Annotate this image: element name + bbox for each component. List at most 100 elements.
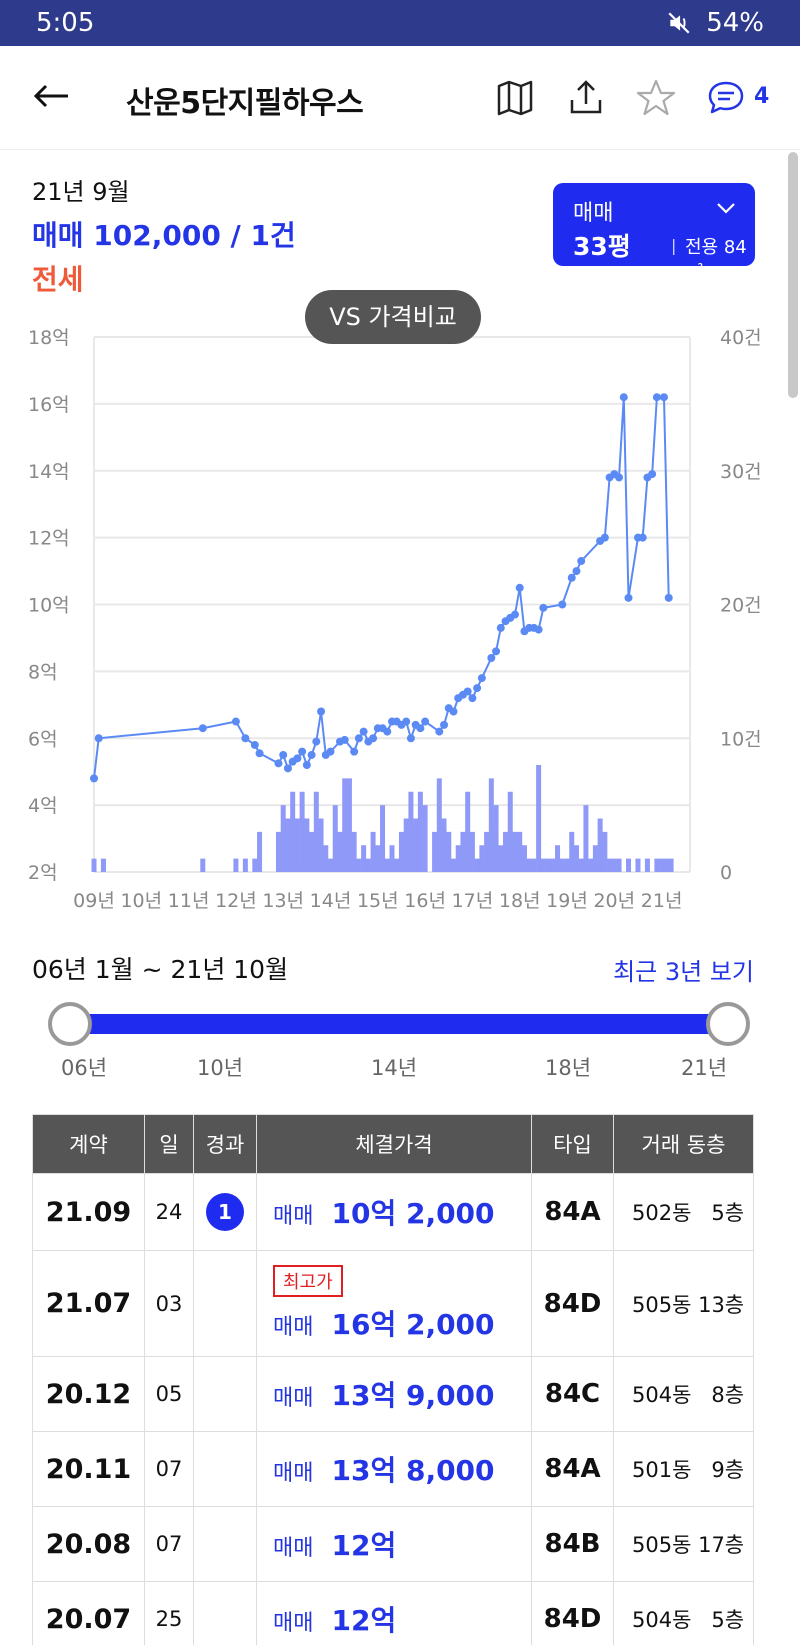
volume-bar bbox=[465, 791, 471, 872]
page-title: 산운5단지필하우스 bbox=[126, 86, 364, 121]
area-type-selector[interactable]: 매매 33평 | 전용 84㎡ bbox=[553, 183, 755, 284]
volume-bar bbox=[233, 858, 239, 872]
volume-bar bbox=[351, 831, 357, 872]
price-point bbox=[94, 734, 103, 743]
period-range-slider[interactable] bbox=[48, 1002, 750, 1046]
volume-bar bbox=[474, 858, 480, 872]
price-point bbox=[279, 750, 288, 759]
volume-bar bbox=[659, 858, 665, 872]
volume-bar bbox=[536, 765, 542, 872]
volume-bar bbox=[517, 831, 523, 872]
range-track[interactable] bbox=[68, 1014, 730, 1034]
volume-bar bbox=[313, 791, 319, 872]
price-point bbox=[534, 625, 543, 634]
volume-bar bbox=[403, 818, 409, 872]
volume-bar bbox=[356, 858, 362, 872]
building-floor: 505동 13층 bbox=[613, 1250, 754, 1357]
scrollbar[interactable] bbox=[786, 150, 800, 400]
price-point bbox=[648, 470, 657, 479]
price-cell: 최고가 매매 16억 2,000 bbox=[256, 1250, 532, 1357]
elapsed-cell bbox=[193, 1506, 257, 1582]
map-icon[interactable] bbox=[495, 78, 535, 118]
table-row[interactable]: 20.12 05 매매 13억 9,000 84C 504동 8층 bbox=[32, 1356, 754, 1432]
volume-bar bbox=[446, 831, 452, 872]
building-floor: 505동 17층 bbox=[613, 1506, 754, 1582]
vs-compare-button[interactable]: VS 가격비교 bbox=[305, 290, 481, 344]
table-row[interactable]: 20.08 07 매매 12억 84B 505동 17층 bbox=[32, 1506, 754, 1582]
contract-day: 07 bbox=[144, 1506, 194, 1582]
summary-jeonse[interactable]: 전세 bbox=[32, 263, 84, 296]
price-cell: 매매 13억 8,000 bbox=[256, 1431, 532, 1507]
table-header: 계약 일 경과 체결가격 타입 거래 동층 bbox=[32, 1114, 754, 1174]
price-cell: 매매 12억 bbox=[256, 1581, 532, 1645]
price-point bbox=[624, 593, 633, 602]
comment-count[interactable]: 4 bbox=[754, 84, 770, 109]
volume-bar bbox=[611, 858, 617, 872]
price-point bbox=[567, 573, 576, 582]
col-type: 타입 bbox=[531, 1114, 614, 1174]
volume-bar bbox=[484, 831, 490, 872]
price-point bbox=[250, 740, 259, 749]
x-tick-label: 14년 bbox=[310, 890, 352, 912]
price-point bbox=[307, 750, 316, 759]
trade-price: 12억 bbox=[331, 1604, 397, 1637]
recent-3-years-link[interactable]: 최근 3년 보기 bbox=[613, 958, 754, 986]
back-arrow-icon[interactable] bbox=[32, 76, 72, 116]
volume-bar bbox=[512, 831, 518, 872]
trade-price: 16억 2,000 bbox=[331, 1307, 495, 1341]
building-floor: 504동 5층 bbox=[613, 1581, 754, 1645]
elapsed-cell bbox=[193, 1250, 257, 1357]
volume-bar bbox=[559, 858, 565, 872]
elapsed-cell bbox=[193, 1581, 257, 1645]
volume-bar bbox=[380, 805, 386, 872]
table-row[interactable]: 21.09 24 1 매매 10억 2,000 84A 502동 5층 bbox=[32, 1173, 754, 1251]
volume-bar bbox=[328, 858, 334, 872]
volume-bar bbox=[275, 831, 281, 872]
contract-date: 20.07 bbox=[32, 1581, 145, 1645]
col-contract: 계약 bbox=[32, 1114, 145, 1174]
share-icon[interactable] bbox=[566, 78, 606, 118]
volume-bar bbox=[602, 831, 608, 872]
price-point bbox=[402, 717, 411, 726]
y-right-tick-label: 0 bbox=[720, 862, 732, 884]
table-row[interactable]: 20.07 25 매매 12억 84D 504동 5층 bbox=[32, 1581, 754, 1645]
range-tick: 14년 bbox=[370, 1056, 418, 1080]
summary-sale-price: 매매 102,000 / 1건 bbox=[32, 219, 296, 252]
volume-bar bbox=[309, 831, 315, 872]
elapsed-badge: 1 bbox=[206, 1193, 244, 1231]
volume-bar bbox=[588, 858, 594, 872]
elapsed-cell bbox=[193, 1431, 257, 1507]
volume-bar bbox=[361, 845, 367, 872]
price-point bbox=[449, 707, 458, 716]
contract-day: 07 bbox=[144, 1431, 194, 1507]
comment-icon[interactable] bbox=[706, 78, 746, 118]
price-point bbox=[293, 754, 302, 763]
price-point bbox=[255, 749, 264, 758]
volume-bar bbox=[394, 858, 400, 872]
table-row[interactable]: 21.07 03 최고가 매매 16억 2,000 84D 505동 13층 bbox=[32, 1250, 754, 1357]
volume-bar bbox=[550, 858, 556, 872]
price-point bbox=[317, 707, 326, 716]
table-row[interactable]: 20.11 07 매매 13억 8,000 84A 501동 9층 bbox=[32, 1431, 754, 1507]
volume-bar bbox=[540, 858, 546, 872]
price-point bbox=[496, 623, 505, 632]
trade-kind: 매매 bbox=[273, 1461, 314, 1486]
volume-bar bbox=[663, 858, 669, 872]
status-time: 5:05 bbox=[36, 8, 95, 38]
elapsed-cell bbox=[193, 1356, 257, 1432]
summary-date: 21년 9월 bbox=[32, 178, 130, 206]
range-tick: 10년 bbox=[196, 1056, 244, 1080]
price-point bbox=[664, 593, 673, 602]
range-tick: 18년 bbox=[544, 1056, 592, 1080]
trade-price: 13억 8,000 bbox=[331, 1454, 495, 1487]
volume-bar bbox=[436, 778, 442, 872]
range-end-handle[interactable] bbox=[706, 1002, 750, 1046]
volume-bar bbox=[323, 845, 329, 872]
star-icon[interactable] bbox=[636, 78, 676, 118]
range-start-handle[interactable] bbox=[48, 1002, 92, 1046]
price-point bbox=[340, 735, 349, 744]
price-point bbox=[231, 717, 240, 726]
volume-bar bbox=[100, 858, 106, 872]
contract-day: 25 bbox=[144, 1581, 194, 1645]
